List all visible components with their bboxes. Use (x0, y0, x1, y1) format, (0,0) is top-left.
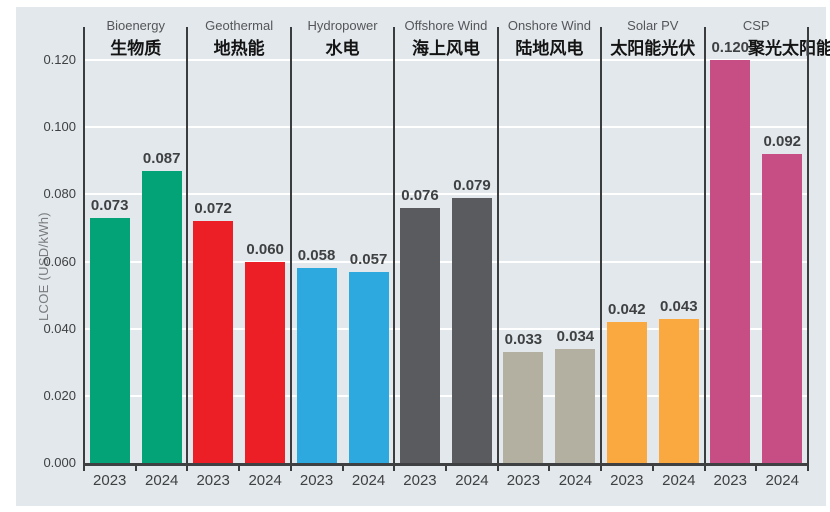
x-axis-center-tick (341, 463, 344, 471)
y-tick-label: 0.000 (43, 455, 76, 470)
category-panels: Bioenergy 生物质 0.073 2023 0.087 2024 Geothermal… (84, 7, 830, 489)
bar-2024: 0.057 2024 (348, 251, 389, 489)
bar-value-label: 0.076 (401, 186, 439, 204)
bar-value-label: 0.033 (504, 331, 543, 349)
bar-value-label: 0.120 (711, 39, 750, 56)
x-axis-year-label: 2023 (610, 472, 644, 489)
panel-separator (393, 27, 396, 471)
bar-2023: 0.076 2023 (399, 187, 440, 489)
panel-separator (807, 27, 809, 471)
x-axis-center-tick (548, 463, 551, 471)
category-label-en: Geothermal (205, 18, 274, 33)
x-axis-center-tick (238, 463, 241, 471)
gridline-0.040 (84, 327, 808, 330)
y-axis-line (83, 27, 85, 471)
x-axis-year-label: 2023 (403, 472, 437, 489)
category-label-en: Onshore Wind (507, 18, 591, 33)
bar-value-label: 0.092 (763, 133, 802, 151)
panel-separator (600, 27, 603, 471)
y-tick-label: 0.100 (43, 119, 76, 135)
bar-value-label: 0.087 (142, 149, 181, 167)
category-label-zh: 海上风电 (411, 39, 480, 58)
bar-2023: 0.120 2023 (710, 39, 751, 489)
x-axis-year-label: 2023 (196, 472, 230, 489)
bar-2024: 0.043 2024 (658, 298, 699, 489)
x-axis-baseline (84, 463, 808, 466)
bar-2023: 0.058 2023 (296, 247, 337, 489)
category-label-zh: 水电 (325, 39, 360, 58)
y-tick-label: 0.060 (43, 253, 76, 269)
category-label-zh: 太阳能光伏 (610, 39, 696, 58)
gridline-0.020 (84, 394, 808, 397)
bar-value-label: 0.042 (608, 300, 646, 318)
bar-value-label: 0.057 (349, 250, 388, 268)
category-label-en: Hydropower (307, 18, 378, 33)
gridline-0.060 (84, 260, 808, 263)
gridline-0.080 (84, 193, 808, 196)
bar-2023: 0.073 2023 (89, 197, 130, 489)
x-axis-year-label: 2024 (662, 472, 696, 489)
bar-2023: 0.042 2023 (606, 301, 647, 489)
x-axis-year-label: 2023 (93, 472, 127, 489)
chart-plot-panel: LCOE (USD/kWh) 0.000 0.020 0.040 0.060 0.080… (16, 7, 830, 506)
panel-separator (703, 27, 706, 471)
panel-separator (289, 27, 292, 471)
bar-2023: 0.033 2023 (503, 331, 544, 489)
x-axis-year-label: 2023 (299, 472, 334, 489)
panel-separator (496, 27, 499, 471)
category-label-en: CSP (742, 18, 770, 33)
bar-2023: 0.072 2023 (193, 200, 234, 489)
category-panel-hydropower: Hydropower 水电 0.058 2023 0.057 2024 (291, 7, 394, 489)
x-axis-center-tick (444, 463, 447, 471)
bar-value-label: 0.060 (246, 240, 284, 258)
x-axis-center-tick (651, 463, 654, 471)
bar-value-label: 0.034 (556, 327, 595, 345)
bar-2024: 0.092 2024 (762, 133, 803, 489)
bar-value-label: 0.058 (297, 247, 336, 265)
bar-value-label: 0.043 (660, 297, 698, 315)
category-panel-offshore-wind: Offshore Wind 海上风电 0.076 2023 0.079 2024 (394, 7, 497, 489)
category-panel-solar-pv: Solar PV 太阳能光伏 0.042 2023 0.043 2024 (601, 7, 704, 489)
gridline-0.120 (84, 59, 808, 61)
category-label-zh: 地热能 (213, 39, 265, 58)
bar-2024: 0.034 2024 (555, 328, 596, 489)
y-tick-label: 0.080 (43, 186, 76, 202)
bar-2024: 0.087 2024 (141, 150, 182, 489)
category-label-zh: 聚光太阳能 (747, 39, 830, 58)
category-label-en: Bioenergy (106, 18, 165, 33)
x-axis-year-label: 2023 (506, 472, 541, 489)
x-axis-year-label: 2024 (145, 472, 179, 489)
bar-2024: 0.060 2024 (245, 241, 286, 489)
category-label-zh: 生物质 (110, 39, 162, 58)
bar-value-label: 0.072 (194, 200, 232, 218)
x-axis-center-tick (134, 463, 137, 471)
x-axis-year-label: 2024 (248, 472, 282, 489)
category-panel-geothermal: Geothermal 地热能 0.072 2023 0.060 2024 (187, 7, 290, 489)
category-panel-onshore-wind: Onshore Wind 陆地风电 0.033 2023 0.034 2024 (498, 7, 601, 489)
y-tick-label: 0.120 (43, 52, 76, 67)
panel-separator (186, 27, 189, 471)
category-label-en: Offshore Wind (404, 18, 488, 33)
x-axis-year-label: 2024 (455, 472, 489, 489)
category-label-zh: 陆地风电 (515, 39, 584, 58)
y-tick-label: 0.040 (43, 320, 76, 336)
x-axis-year-label: 2024 (558, 472, 593, 489)
x-axis-year-label: 2023 (713, 472, 747, 489)
category-panel-bioenergy: Bioenergy 生物质 0.073 2023 0.087 2024 (84, 7, 187, 489)
x-axis-year-label: 2024 (351, 472, 386, 489)
bar-value-label: 0.073 (90, 196, 129, 214)
bar-value-label: 0.079 (453, 176, 491, 194)
y-tick-label: 0.020 (43, 387, 76, 403)
x-axis-center-tick (755, 463, 758, 471)
category-panel-csp: CSP 聚光太阳能 0.120 2023 0.092 2024 (705, 7, 830, 489)
gridline-0.100 (84, 126, 808, 129)
bar-2024: 0.079 2024 (451, 177, 492, 489)
category-label-en: Solar PV (627, 18, 679, 33)
x-axis-year-label: 2024 (765, 472, 799, 489)
